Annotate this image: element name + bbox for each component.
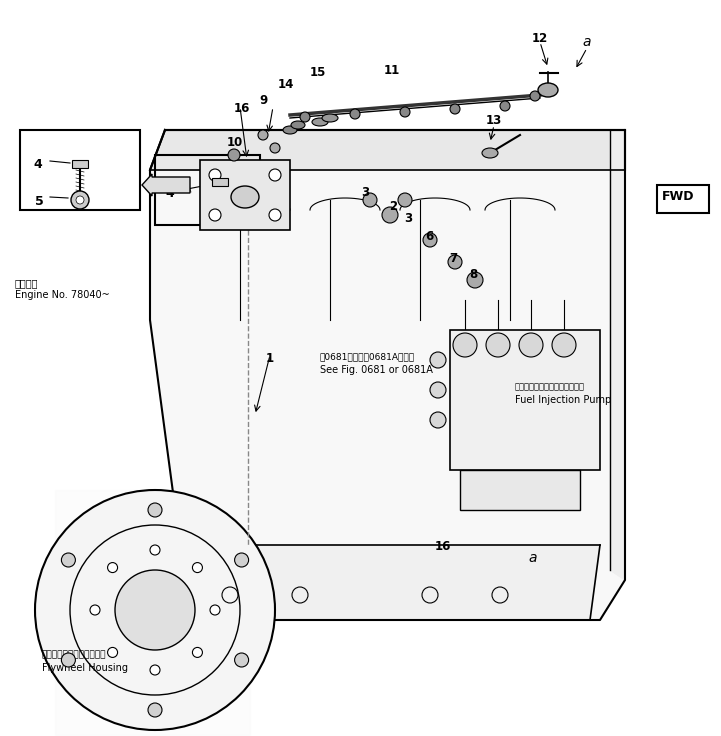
Text: See Fig. 0681 or 0681A: See Fig. 0681 or 0681A (320, 365, 433, 375)
Text: 3: 3 (404, 211, 412, 224)
Text: Flywheel Housing: Flywheel Housing (42, 663, 128, 673)
Circle shape (61, 653, 76, 667)
Text: 11: 11 (384, 63, 400, 77)
Text: 8: 8 (469, 269, 477, 281)
Circle shape (400, 107, 410, 117)
Circle shape (234, 553, 249, 567)
Circle shape (530, 91, 540, 101)
Circle shape (350, 109, 360, 119)
Circle shape (467, 272, 483, 288)
Ellipse shape (283, 126, 297, 134)
Polygon shape (610, 130, 625, 580)
Ellipse shape (291, 121, 305, 129)
Circle shape (71, 191, 89, 209)
Ellipse shape (482, 148, 498, 158)
Text: 7: 7 (449, 252, 457, 264)
Circle shape (35, 490, 275, 730)
Text: 2: 2 (389, 200, 397, 213)
Ellipse shape (538, 83, 558, 97)
Circle shape (234, 653, 249, 667)
Text: 16: 16 (234, 102, 250, 115)
Circle shape (269, 169, 281, 181)
Circle shape (90, 605, 100, 615)
Text: 1: 1 (266, 352, 274, 364)
Circle shape (61, 553, 76, 567)
Text: 4: 4 (165, 187, 174, 200)
Circle shape (500, 101, 510, 111)
Text: a: a (583, 35, 591, 49)
Bar (460, 470, 580, 510)
Circle shape (450, 104, 460, 114)
Bar (657, 185, 709, 213)
Text: 15: 15 (310, 66, 326, 79)
Circle shape (423, 233, 437, 247)
Circle shape (209, 209, 221, 221)
Text: 4: 4 (33, 158, 42, 171)
Polygon shape (185, 545, 600, 620)
Text: フェルインジェクションポンプ: フェルインジェクションポンプ (515, 382, 585, 391)
Bar (212, 178, 228, 186)
Text: Engine No. 78040~: Engine No. 78040~ (15, 290, 110, 300)
Circle shape (486, 333, 510, 357)
Text: FWD: FWD (662, 190, 694, 203)
Circle shape (150, 545, 160, 555)
Circle shape (363, 193, 377, 207)
Polygon shape (150, 130, 625, 620)
Circle shape (519, 333, 543, 357)
Circle shape (552, 333, 576, 357)
Ellipse shape (312, 118, 328, 126)
Ellipse shape (231, 186, 259, 208)
Circle shape (76, 196, 84, 204)
Text: Fuel Injection Pump: Fuel Injection Pump (515, 395, 611, 405)
Circle shape (382, 207, 398, 223)
Bar (450, 330, 600, 470)
Circle shape (453, 333, 477, 357)
Text: 13: 13 (486, 113, 502, 127)
Bar (20, 130, 140, 210)
Text: 12: 12 (532, 32, 548, 44)
Circle shape (148, 503, 162, 517)
Text: 9: 9 (259, 93, 267, 107)
Circle shape (150, 665, 160, 675)
Circle shape (258, 130, 268, 140)
Polygon shape (55, 490, 250, 735)
Circle shape (269, 209, 281, 221)
FancyArrow shape (142, 174, 190, 196)
Text: 10: 10 (227, 136, 243, 149)
Text: 5: 5 (35, 195, 44, 208)
Text: 適用号機: 適用号機 (15, 278, 38, 288)
Circle shape (398, 193, 412, 207)
Circle shape (107, 562, 118, 573)
Text: 3: 3 (361, 185, 369, 199)
Circle shape (448, 255, 462, 269)
Bar (225, 165, 243, 190)
Circle shape (300, 112, 310, 122)
Ellipse shape (322, 114, 338, 122)
Circle shape (270, 143, 280, 153)
Circle shape (430, 412, 446, 428)
Text: 14: 14 (278, 79, 294, 91)
Circle shape (115, 570, 195, 650)
Text: 6: 6 (425, 230, 433, 244)
Text: a: a (528, 551, 537, 565)
Circle shape (209, 169, 221, 181)
Circle shape (430, 352, 446, 368)
Circle shape (107, 648, 118, 657)
Circle shape (193, 648, 203, 657)
Polygon shape (150, 130, 625, 170)
Circle shape (430, 382, 446, 398)
Circle shape (193, 562, 203, 573)
Bar (200, 160, 290, 230)
Circle shape (148, 703, 162, 717)
Text: フライホイールハウジング: フライホイールハウジング (42, 650, 107, 659)
Text: 第0681図または0681A図参照: 第0681図または0681A図参照 (320, 352, 415, 361)
Circle shape (228, 149, 240, 161)
Bar (72, 160, 88, 168)
Text: 16: 16 (435, 540, 451, 553)
Circle shape (210, 605, 220, 615)
Bar (155, 155, 260, 225)
